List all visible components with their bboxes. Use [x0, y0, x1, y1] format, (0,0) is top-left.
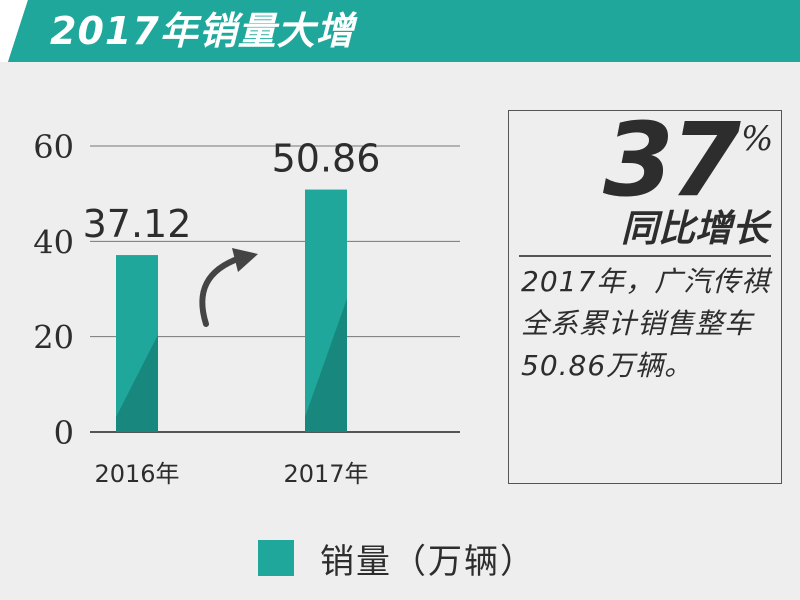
- y-tick-label: 60: [33, 128, 74, 166]
- growth-number: 37: [603, 101, 741, 220]
- callout-divider: [519, 255, 771, 257]
- curved-up-arrow-head-icon: [232, 248, 258, 272]
- banner-stripe-decoration: [0, 0, 34, 62]
- bar-shade: [305, 298, 347, 432]
- growth-callout-box: 37 % 同比增长 2017年，广汽传祺全系累计销售整车50.86万辆。: [508, 101, 782, 484]
- data-label: 50.86: [272, 137, 381, 181]
- x-tick-label: 2016年: [94, 460, 179, 488]
- title-banner: 2017年销量大增: [0, 0, 800, 62]
- curved-up-arrow-icon: [199, 255, 243, 327]
- page-title: 2017年销量大增: [50, 9, 355, 53]
- growth-label: 同比增长: [621, 207, 769, 250]
- legend-label: 销量（万辆）: [320, 541, 536, 582]
- bar-shade: [116, 334, 158, 432]
- percent-sign: %: [741, 119, 774, 159]
- y-tick-label: 0: [54, 414, 74, 452]
- data-label: 37.12: [83, 202, 192, 246]
- chart-legend: 销量（万辆）: [258, 538, 536, 582]
- callout-description: 2017年，广汽传祺全系累计销售整车50.86万辆。: [521, 265, 771, 382]
- y-tick-label: 40: [33, 223, 74, 261]
- legend-swatch: [258, 540, 294, 576]
- y-tick-label: 20: [33, 319, 74, 357]
- x-tick-label: 2017年: [283, 460, 368, 488]
